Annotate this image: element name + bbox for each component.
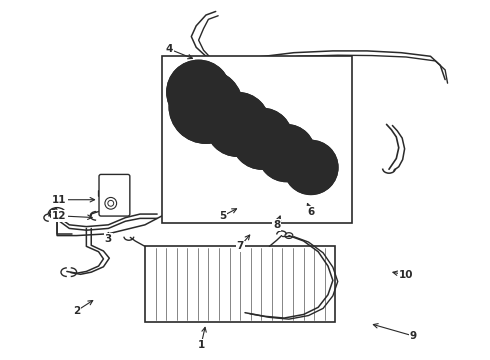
FancyBboxPatch shape [99, 175, 130, 216]
Text: 7: 7 [237, 241, 244, 251]
Text: 9: 9 [410, 331, 417, 341]
Circle shape [228, 115, 247, 134]
Circle shape [292, 149, 330, 186]
Text: 10: 10 [399, 270, 414, 280]
Circle shape [284, 141, 338, 194]
Circle shape [267, 133, 306, 173]
Text: 4: 4 [166, 44, 173, 54]
Text: 3: 3 [105, 234, 112, 244]
Circle shape [232, 108, 293, 169]
Text: 8: 8 [273, 220, 280, 230]
Circle shape [244, 132, 251, 139]
Text: 1: 1 [197, 340, 205, 350]
Text: 5: 5 [220, 211, 227, 221]
Circle shape [242, 126, 248, 133]
Circle shape [258, 125, 315, 181]
Circle shape [167, 60, 230, 124]
Circle shape [170, 70, 243, 143]
Circle shape [180, 81, 232, 132]
Circle shape [206, 93, 270, 156]
Circle shape [216, 102, 260, 147]
Text: 11: 11 [52, 195, 67, 205]
Text: 12: 12 [52, 211, 67, 221]
Bar [145, 246, 335, 321]
Circle shape [195, 95, 217, 117]
Text: 6: 6 [307, 207, 315, 217]
Circle shape [303, 159, 319, 176]
Circle shape [241, 118, 283, 160]
Text: 2: 2 [73, 306, 80, 316]
Bar [162, 56, 352, 223]
Circle shape [253, 130, 271, 148]
Circle shape [278, 145, 295, 162]
